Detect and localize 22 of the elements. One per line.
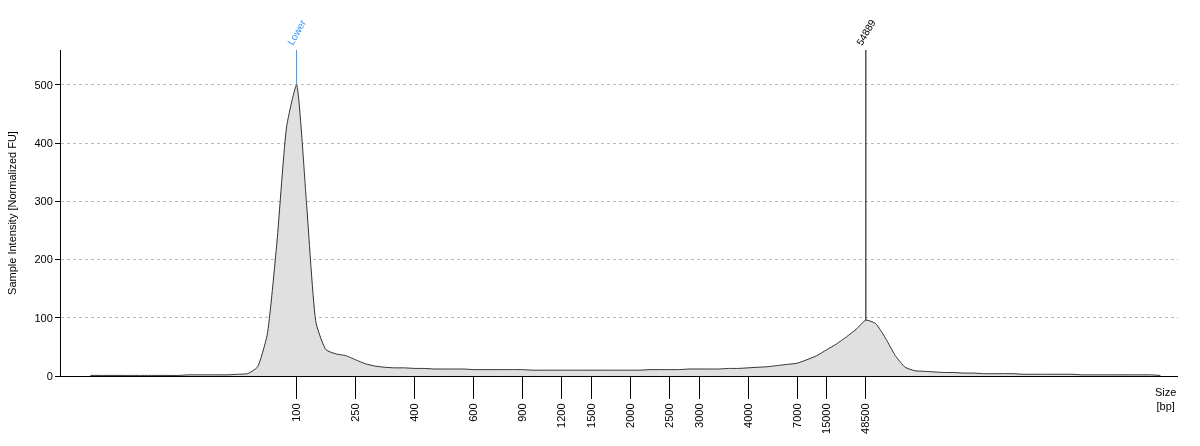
x-tick-label: 1200 — [555, 403, 568, 428]
x-tick-label: 3000 — [692, 403, 705, 428]
x-tick-label: 2000 — [623, 403, 636, 428]
y-tick-label: 0 — [46, 369, 53, 382]
x-tick-label: 250 — [349, 403, 362, 422]
x-tick-label: 900 — [515, 403, 528, 422]
y-tick-label: 200 — [34, 253, 53, 266]
x-tick-label: 7000 — [790, 403, 803, 428]
y-tick-label: 100 — [34, 311, 53, 324]
y-tick-label: 300 — [34, 195, 53, 208]
x-tick-label: 4000 — [741, 403, 754, 428]
x-tick-label: 15000 — [820, 403, 833, 434]
x-axis-title: Size [bp] — [1155, 386, 1177, 413]
y-tick-label: 400 — [34, 136, 53, 149]
x-tick-label: 100 — [290, 403, 303, 422]
x-tick-label: 2500 — [663, 403, 676, 428]
x-tick-label: 600 — [466, 403, 479, 422]
y-tick-label: 500 — [34, 78, 53, 91]
x-tick-label: 1500 — [584, 403, 597, 428]
x-tick-label: 48500 — [859, 403, 872, 434]
x-tick-label: 400 — [407, 403, 420, 422]
y-axis-title: Sample Intensity [Normalized FU] — [6, 131, 19, 295]
